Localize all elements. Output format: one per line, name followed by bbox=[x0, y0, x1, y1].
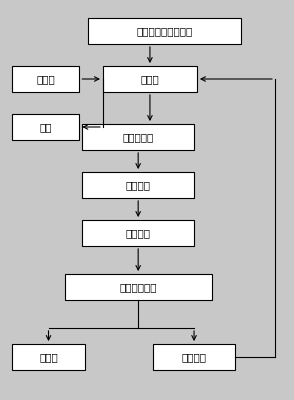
Text: 硫酸铜晶体: 硫酸铜晶体 bbox=[123, 132, 154, 142]
Text: 酸置换: 酸置换 bbox=[141, 74, 159, 84]
Bar bbox=[153, 344, 235, 370]
Text: 盐酸: 盐酸 bbox=[39, 122, 52, 132]
Bar bbox=[12, 344, 85, 370]
Bar bbox=[12, 114, 79, 140]
Bar bbox=[103, 66, 197, 92]
Text: 精密过滤: 精密过滤 bbox=[126, 228, 151, 238]
Text: 旋流电积脱铜: 旋流电积脱铜 bbox=[119, 282, 157, 292]
Text: 电积贫液: 电积贫液 bbox=[181, 352, 207, 362]
Text: 浓硫酸: 浓硫酸 bbox=[36, 74, 55, 84]
Bar bbox=[12, 66, 79, 92]
Bar bbox=[88, 18, 241, 44]
Bar bbox=[82, 220, 194, 246]
Bar bbox=[65, 274, 212, 300]
Bar bbox=[82, 172, 194, 198]
Text: 稀释溶解: 稀释溶解 bbox=[126, 180, 151, 190]
Bar bbox=[82, 124, 194, 150]
Text: 酸性氧化铜蚀刻废液: 酸性氧化铜蚀刻废液 bbox=[136, 26, 193, 36]
Text: 电积铜: 电积铜 bbox=[39, 352, 58, 362]
